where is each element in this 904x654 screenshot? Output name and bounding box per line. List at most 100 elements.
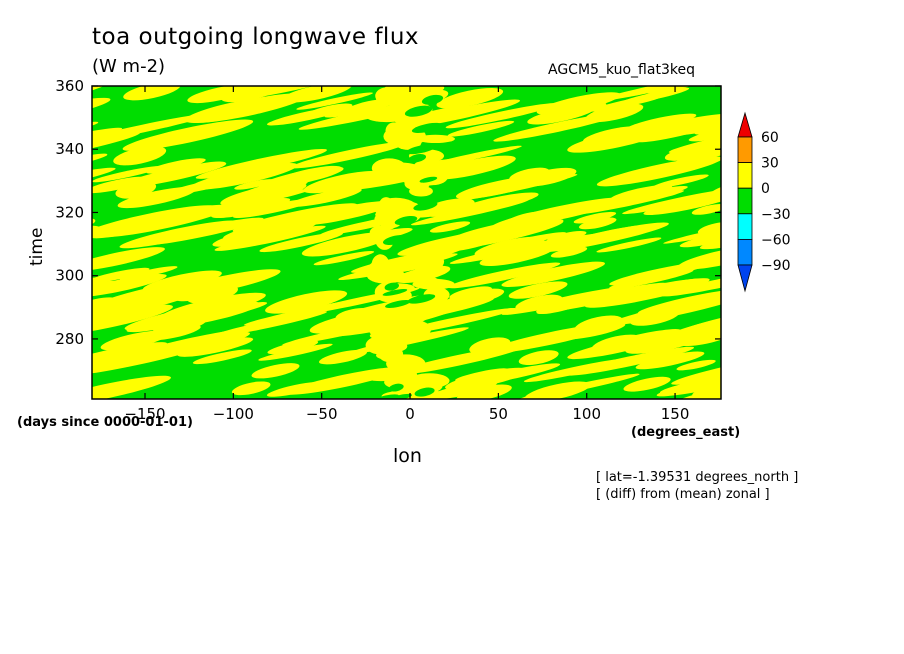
positive-anomaly-streak [100,330,170,351]
negative-anomaly-patch [411,122,443,133]
positive-anomaly-streak [623,113,697,132]
positive-anomaly-streak [447,262,561,289]
x-tick-label: 0 [405,405,415,423]
positive-anomaly-streak [122,119,254,151]
positive-anomaly-streak [23,236,90,263]
positive-anomaly-streak [389,99,521,130]
positive-anomaly-streak [193,188,311,215]
x-tick-label: 150 [661,405,690,423]
y-tick-label: 340 [55,140,84,158]
positive-anomaly-streak [596,156,721,187]
negative-anomaly-patch [406,144,437,155]
positive-anomaly-streak [296,92,373,110]
positive-anomaly-streak [267,105,351,126]
positive-anomaly-streak [609,184,673,202]
x-axis-ticks: −150 −100 −50 0 50 100 150 [124,86,689,423]
positive-anomaly-streak [92,375,171,399]
positive-anomaly-streak [92,292,175,324]
positive-anomaly-streak [567,126,668,153]
positive-anomaly-streak [447,120,515,137]
positive-anomaly-streak [265,290,348,314]
positive-anomaly-streak [609,261,710,286]
positive-anomaly-streak [643,192,721,216]
positive-anomaly-streak [427,155,516,180]
positive-anomaly-streak [676,327,721,347]
positive-anomaly-streak [471,363,561,385]
positive-anomaly-streak [295,200,394,226]
positive-anomaly-streak [676,142,721,163]
chart-title: toa outgoing longwave flux [92,24,420,50]
positive-anomaly-patch [390,86,427,100]
negative-anomaly-patch [376,188,399,197]
positive-anomaly-streak [635,351,705,370]
positive-anomaly-streak [290,141,408,169]
positive-anomaly-streak [453,174,578,202]
positive-anomaly-streak [668,122,721,154]
y-tick-label: 360 [55,77,84,95]
colorbar-level-label: −90 [761,258,791,274]
positive-anomaly-streak [211,197,291,219]
positive-anomaly-streak [232,203,358,233]
positive-anomaly-streak [596,237,662,253]
negative-anomaly-patch [421,94,444,105]
positive-anomaly-streak [92,267,150,284]
positive-anomaly-patch [385,122,403,140]
positive-anomaly-streak [113,146,167,166]
positive-anomaly-streak [146,158,206,174]
positive-anomaly-patch [378,345,404,363]
positive-anomaly-streak [661,267,721,297]
negative-anomaly-patch [389,393,413,399]
positive-anomaly-streak [242,179,308,198]
positive-anomaly-streak [697,222,721,236]
positive-anomaly-patch [405,361,428,371]
positive-anomaly-streak [548,102,607,118]
positive-anomaly-streak [92,345,202,376]
colorbar-top-arrow [737,111,753,138]
positive-anomaly-streak [536,92,621,115]
positive-anomaly-streak [195,148,328,179]
positive-anomaly-streak [653,174,709,188]
positive-anomaly-streak [92,247,165,272]
positive-anomaly-streak [508,281,568,299]
x-tick-label: −150 [124,405,165,423]
positive-anomaly-streak [630,308,680,326]
positive-anomaly-streak [141,329,244,352]
colorbar-level-label: 60 [761,130,779,146]
positive-anomaly-streak [282,318,406,346]
positive-anomaly-streak [214,225,326,251]
positive-anomaly-patch [415,264,437,279]
positive-anomaly-patch [356,312,401,322]
negative-anomaly-patch [419,176,438,183]
positive-anomaly-streak [646,86,701,94]
positive-anomaly-patch [371,254,390,276]
negative-anomaly-patch [414,387,435,397]
positive-anomaly-streak [212,220,317,247]
positive-anomaly-streak [10,108,57,126]
positive-anomaly-streak [573,211,617,224]
positive-anomaly-streak [676,359,716,371]
positive-anomaly-streak [436,235,499,253]
y-axis-ticks: 280 300 320 340 360 [55,77,721,348]
colorbar-segment [737,162,753,189]
positive-anomaly-streak [0,145,63,170]
positive-anomaly-streak [445,103,558,129]
positive-anomaly-streak [251,363,300,379]
positive-anomaly-streak [622,188,721,215]
positive-anomaly-streak [258,343,333,361]
positive-anomaly-streak [92,225,101,250]
colorbar-segment [737,187,753,215]
positive-anomaly-streak [590,94,666,112]
positive-anomaly-streak [119,220,238,249]
positive-anomaly-streak [498,233,603,258]
model-label: AGCM5_kuo_flat3keq [548,62,695,78]
positive-anomaly-streak [231,381,271,396]
positive-anomaly-patch [415,134,455,143]
negative-anomaly-patch [374,394,399,399]
positive-anomaly-streak [578,217,617,230]
positive-anomaly-streak [177,337,254,357]
positive-anomaly-patch [408,251,445,272]
positive-anomaly-streak [92,261,101,291]
positive-anomaly-streak [7,148,59,166]
positive-anomaly-streak [92,215,192,239]
positive-anomaly-streak [692,371,721,398]
